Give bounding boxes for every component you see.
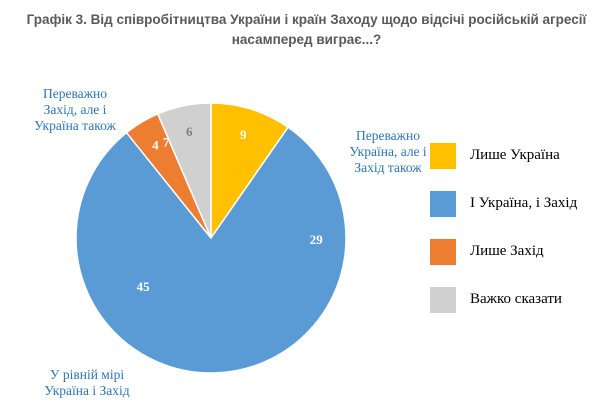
outer-label-line: Захід, але і xyxy=(44,102,107,117)
pie-slice xyxy=(210,102,290,241)
legend-label: Лише Захід xyxy=(470,243,544,259)
outer-label-line: У рівній мірі xyxy=(50,367,124,382)
legend-swatch xyxy=(430,191,456,217)
slice-value-label: 4 xyxy=(152,137,159,152)
legend-swatch xyxy=(430,143,456,169)
legend-label: Важко сказати xyxy=(470,291,562,307)
pie-slice xyxy=(75,126,347,374)
legend-label: І Україна, і Захід xyxy=(470,195,578,211)
sub-value-label: 45 xyxy=(137,279,151,294)
outer-label-line: Україна також xyxy=(34,118,116,133)
chart-title: Графік 3. Від співробітництва України і … xyxy=(0,10,613,50)
slice-value-label: 6 xyxy=(186,124,193,139)
outer-label-line: Україна і Захід xyxy=(44,383,129,398)
slice-value-label: 9 xyxy=(240,127,247,142)
legend-label: Лише Україна xyxy=(470,147,560,163)
outer-label-line: Переважно xyxy=(356,128,420,143)
chart-title-line-2: насамперед виграє...? xyxy=(231,32,382,47)
outer-label-line: Переважно xyxy=(43,86,107,101)
legend-swatch xyxy=(430,287,456,313)
outer-label-line: Україна, але і xyxy=(349,144,427,159)
sub-value-label: 7 xyxy=(163,135,170,150)
sub-value-label: 29 xyxy=(310,232,324,247)
legend-swatch xyxy=(430,239,456,265)
chart-title-line-1: Графік 3. Від співробітництва України і … xyxy=(26,12,587,27)
outer-label-line: Захід також xyxy=(354,160,422,175)
pie-slice xyxy=(156,102,212,239)
